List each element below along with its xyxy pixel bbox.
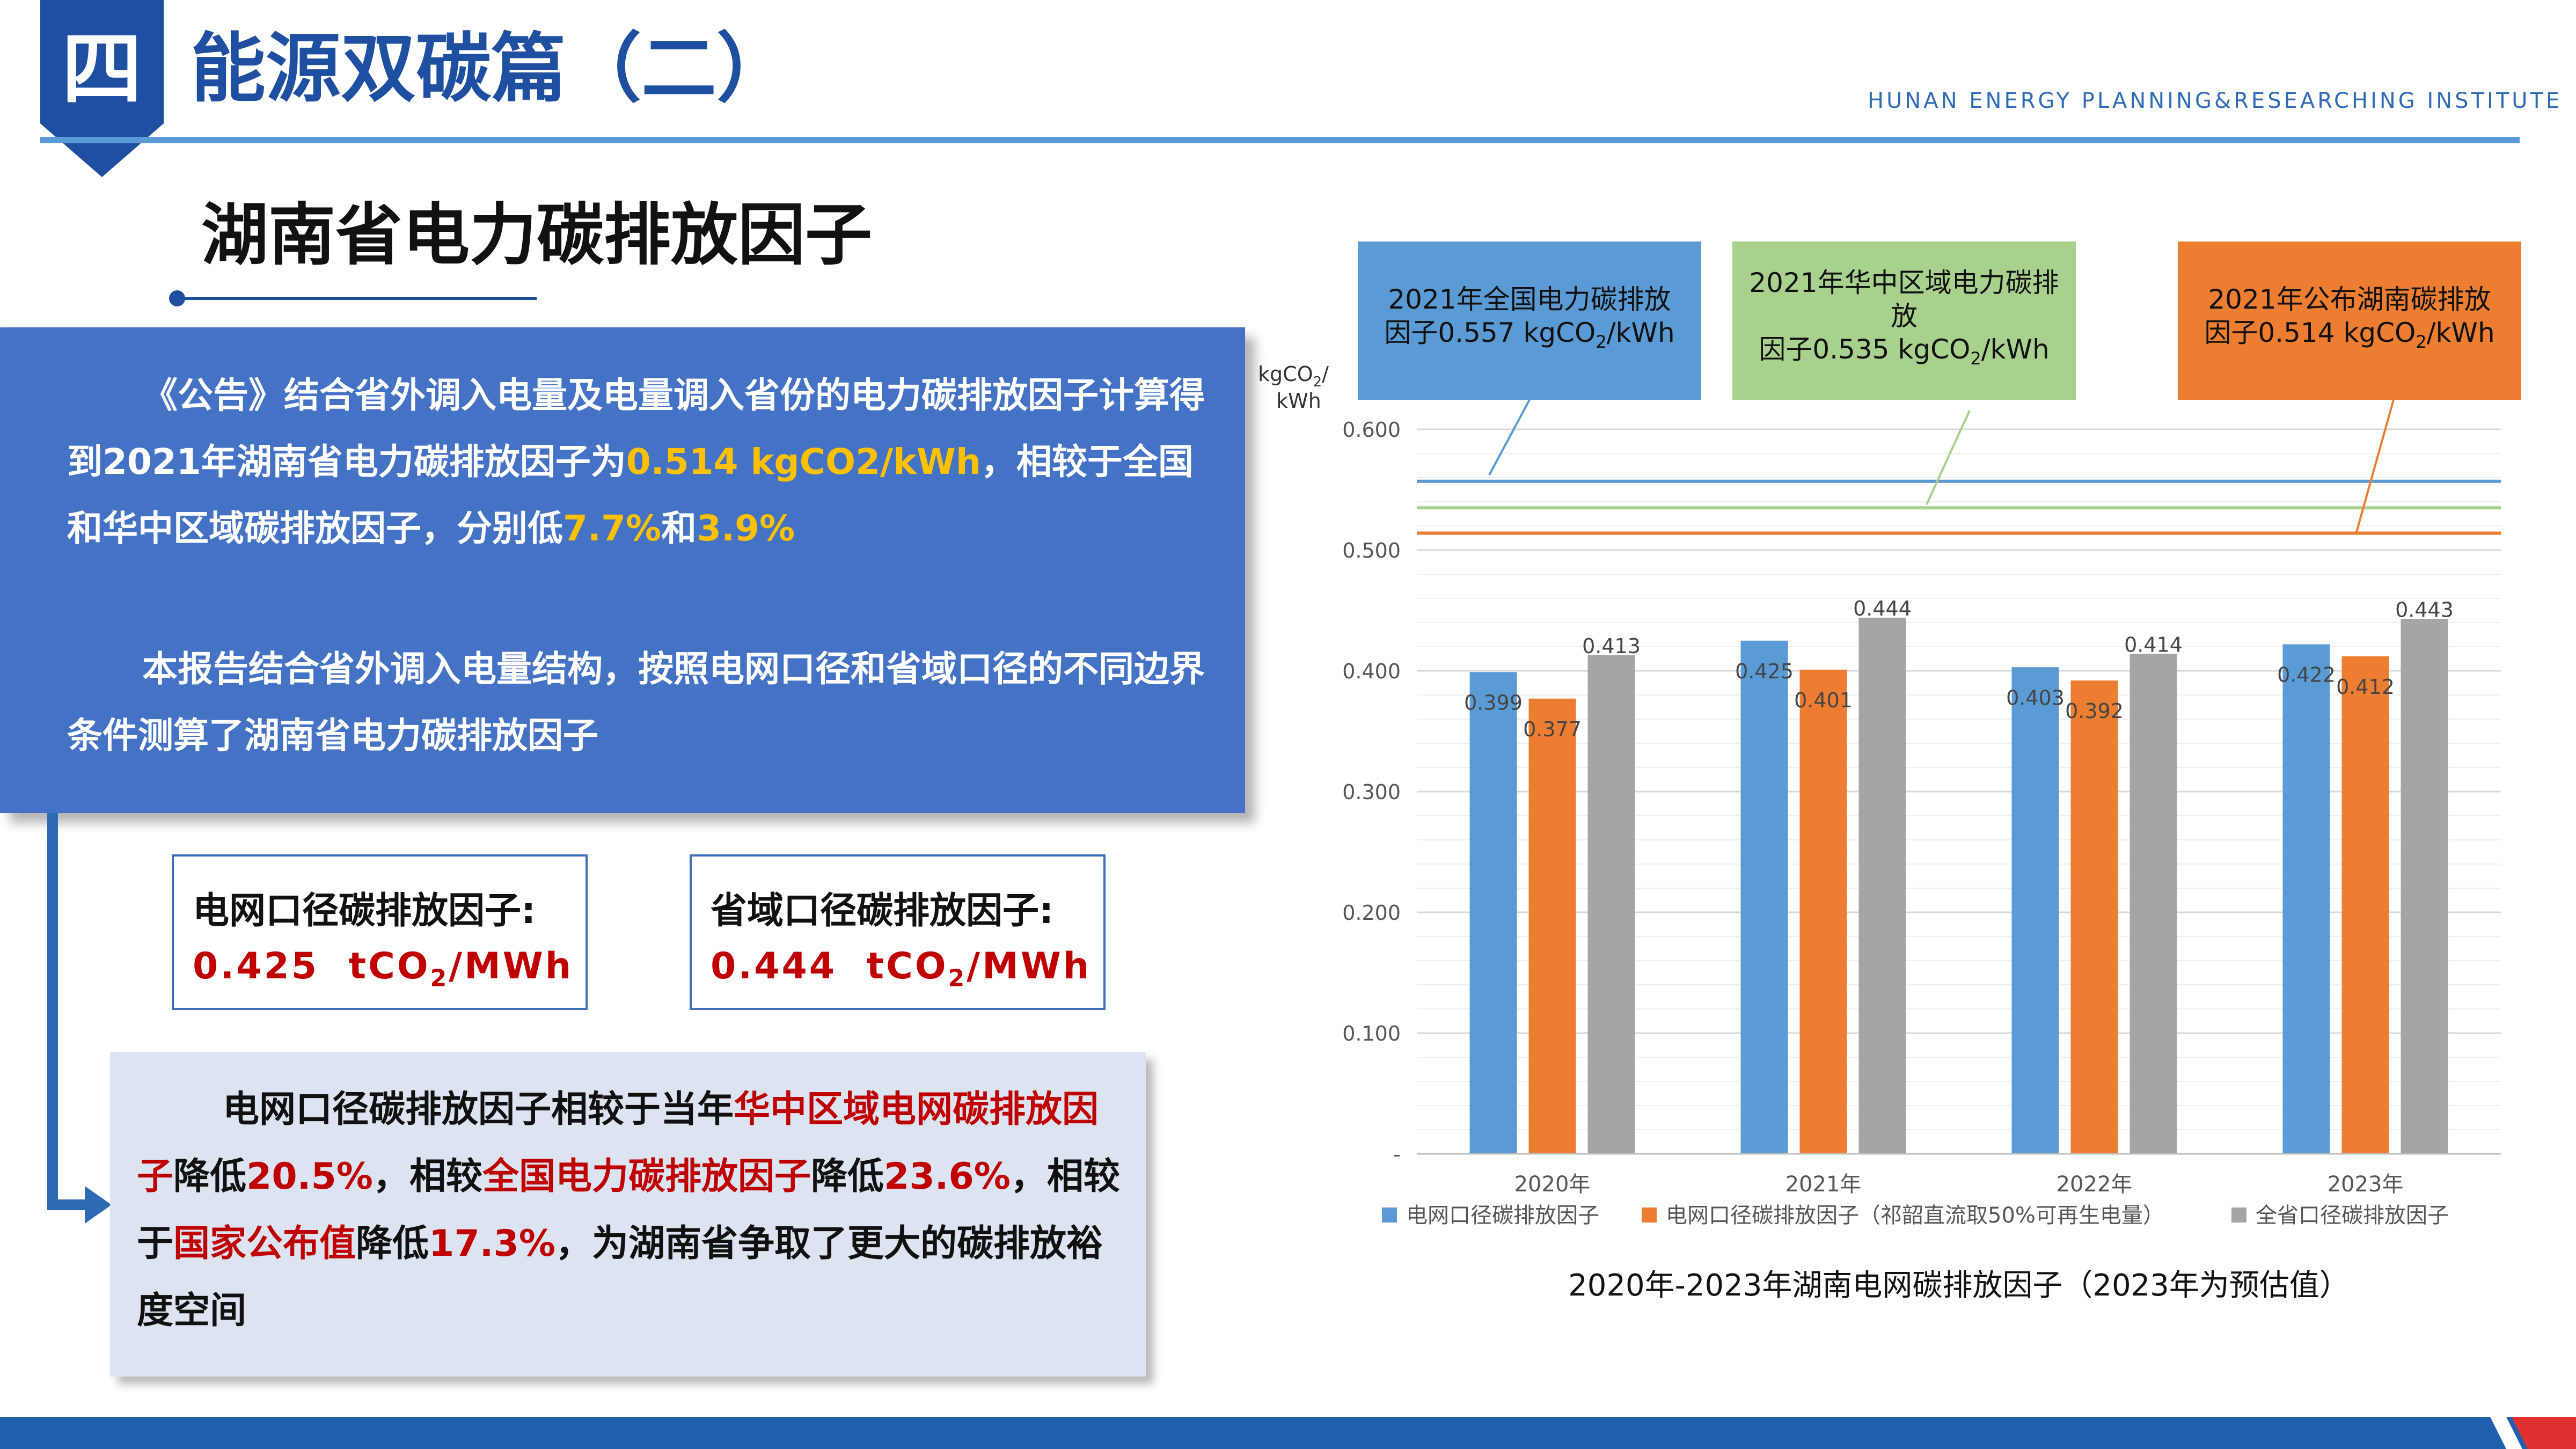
data-label: 0.399 (1464, 691, 1523, 714)
highlight-central: 华中区域电网碳排放因子 (137, 1088, 1099, 1198)
percent-central: 20.5% (246, 1155, 373, 1198)
province-factor-label: 省域口径碳排放因子: (711, 890, 1054, 932)
summary-factor-value: 0.514 kgCO2/kWh (626, 441, 981, 482)
leader-line (2355, 399, 2395, 535)
heading-underline (177, 297, 537, 300)
callout-leader-lines (1488, 399, 2395, 535)
header-divider (40, 137, 2520, 143)
chart-bar (1740, 640, 1788, 1154)
arrow-connector (47, 813, 58, 1210)
chart-bar (2129, 654, 2177, 1154)
chart-legend: 电网口径碳排放因子 电网口径碳排放因子（祁韶直流取50%可再生电量） 全省口径碳排放… (1382, 1203, 2449, 1228)
y-tick-label: 0.300 (1342, 780, 1401, 804)
x-tick-label: 2020年 (1514, 1172, 1591, 1197)
chart-title: 2020年-2023年湖南电网碳排放因子（2023年为预估值） (1568, 1268, 2350, 1303)
data-label: 0.414 (2124, 633, 2183, 657)
percent-national: 23.6% (884, 1155, 1011, 1198)
chart-bars (1469, 618, 2448, 1154)
section-title: 能源双碳篇（二） (191, 25, 792, 113)
data-label: 0.443 (2395, 598, 2454, 621)
footer-bar (0, 1417, 2576, 1449)
chart-bar (1469, 672, 1517, 1154)
leader-line (1926, 410, 1971, 505)
x-tick-label: 2021年 (1785, 1172, 1862, 1197)
conclusion-text: 电网口径碳排放因子相较于当年华中区域电网碳排放因子降低20.5%，相较全国电力碳… (137, 1088, 1120, 1332)
legend-swatch (2231, 1208, 2246, 1223)
highlight-official: 国家公布值 (173, 1223, 356, 1265)
arrow-right-icon (85, 1186, 112, 1224)
grid-factor-label: 电网口径碳排放因子: (193, 890, 536, 932)
summary-percent-central: 3.9% (697, 508, 795, 549)
data-label: 0.401 (1794, 689, 1853, 712)
chart-axes: - 0.100 0.200 0.300 0.400 0.500 0.600 2020年 2021… (1342, 418, 2501, 1197)
legend-label: 电网口径碳排放因子（祁韶直流取50%可再生电量） (1666, 1203, 2164, 1228)
grid-factor-value: 0.425 tCO2/MWh (193, 945, 574, 992)
legend-swatch (1382, 1208, 1397, 1223)
chart-bar (2070, 680, 2118, 1154)
summary-text: 本报告结合省外调入电量结构，按照电网口径和省域口径的不同边界条件测算了湖南省电力… (67, 648, 1205, 756)
data-label: 0.377 (1523, 718, 1582, 741)
section-number: 四 (61, 23, 142, 116)
y-tick-label: 0.500 (1342, 539, 1401, 562)
percent-official: 17.3% (429, 1223, 555, 1265)
conclusion-box: 电网口径碳排放因子相较于当年华中区域电网碳排放因子降低20.5%，相较全国电力碳… (110, 1052, 1146, 1377)
chart-bar (2011, 667, 2059, 1154)
highlight-national: 全国电力碳排放因子 (482, 1155, 811, 1198)
chart-bar (1528, 698, 1576, 1154)
chart-bar (1799, 669, 1847, 1154)
data-label: 0.422 (2277, 663, 2336, 687)
summary-text: ，相较于全国和华中区域碳排放因子，分别低 (67, 441, 1194, 549)
chart-gridlines (1417, 428, 2501, 1155)
x-tick-label: 2022年 (2057, 1172, 2133, 1197)
callout-national-factor: 2021年全国电力碳排放 因子0.557 kgCO2/kWh (1358, 241, 1701, 400)
chart-bar (2282, 644, 2330, 1154)
grid-factor-card: 电网口径碳排放因子: 0.425 tCO2/MWh (172, 854, 588, 1010)
data-label: 0.392 (2065, 699, 2124, 723)
data-label: 0.412 (2336, 675, 2395, 699)
summary-paragraph-2: 本报告结合省外调入电量结构，按照电网口径和省域口径的不同边界条件测算了湖南省电力… (67, 636, 1210, 769)
page-title: 湖南省电力碳排放因子 (201, 196, 872, 274)
summary-text: 《公告》结合省外调入电量及电量调入省份的电力碳排放因子计算得到2021年湖南省电… (67, 375, 1205, 482)
callout-central-factor: 2021年华中区域电力碳排放 因子0.535 kgCO2/kWh (1732, 241, 2076, 400)
data-label: 0.413 (1582, 634, 1641, 658)
arrow-connector (47, 1199, 87, 1210)
chart-bar (1858, 618, 1906, 1154)
x-tick-label: 2023年 (2328, 1172, 2404, 1197)
y-axis-label: kgCO2/ (1258, 362, 1329, 390)
institute-name: HUNAN ENERGY PLANNING&RESEARCHING INSTIT… (1868, 89, 2563, 113)
reference-lines (1417, 479, 2501, 535)
callout-hunan-factor: 2021年公布湖南碳排放 因子0.514 kgCO2/kWh (2178, 241, 2521, 400)
legend-label: 电网口径碳排放因子 (1406, 1203, 1599, 1228)
y-tick-label: 0.200 (1342, 901, 1401, 925)
data-label: 0.444 (1853, 597, 1912, 620)
summary-text: 和 (661, 508, 697, 549)
footer-logo-stripes (2254, 1417, 2576, 1449)
y-tick-label: 0.600 (1342, 418, 1401, 442)
y-axis-label-unit: kWh (1276, 389, 1321, 413)
summary-paragraph-1: 《公告》结合省外调入电量及电量调入省份的电力碳排放因子计算得到2021年湖南省电… (67, 362, 1210, 562)
chart-bar (1587, 655, 1635, 1154)
legend-label: 全省口径碳排放因子 (2256, 1203, 2449, 1228)
data-label: 0.425 (1735, 660, 1794, 683)
leader-line (1488, 399, 1531, 475)
summary-percent-national: 7.7% (563, 508, 662, 549)
data-label: 0.403 (2006, 686, 2065, 709)
chart-bar (2341, 656, 2389, 1154)
province-factor-value: 0.444 tCO2/MWh (711, 945, 1092, 992)
section-badge (40, 0, 164, 177)
chart-bar (2401, 619, 2448, 1154)
y-tick-label: 0.100 (1342, 1022, 1401, 1045)
y-tick-label: 0.400 (1342, 660, 1401, 683)
province-factor-card: 省域口径碳排放因子: 0.444 tCO2/MWh (690, 854, 1106, 1010)
y-tick-label: - (1393, 1143, 1401, 1166)
summary-box: 《公告》结合省外调入电量及电量调入省份的电力碳排放因子计算得到2021年湖南省电… (0, 327, 1245, 813)
legend-swatch (1642, 1208, 1657, 1223)
